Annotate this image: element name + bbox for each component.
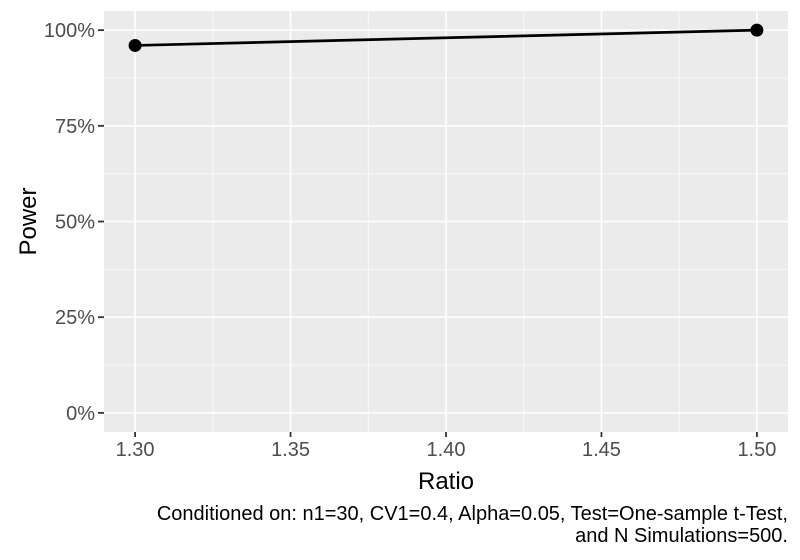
- caption-line-1: Conditioned on: n1=30, CV1=0.4, Alpha=0.…: [156, 503, 788, 525]
- y-axis-title: Power: [15, 187, 42, 255]
- chart-caption: Conditioned on: n1=30, CV1=0.4, Alpha=0.…: [0, 503, 788, 547]
- x-axis-title: Ratio: [418, 468, 474, 495]
- x-tick-label: 1.45: [582, 439, 621, 461]
- y-tick-label: 25%: [55, 307, 95, 329]
- y-tick-label: 50%: [55, 212, 95, 234]
- x-tick-label: 1.30: [116, 439, 155, 461]
- x-tick-label: 1.35: [271, 439, 310, 461]
- x-tick-label: 1.50: [737, 439, 776, 461]
- x-tick-label: 1.40: [427, 439, 466, 461]
- y-tick-label: 0%: [66, 403, 95, 425]
- data-point: [750, 23, 764, 37]
- data-point: [128, 38, 142, 52]
- y-tick-label: 100%: [44, 20, 95, 42]
- y-tick-label: 75%: [55, 116, 95, 138]
- series-line: [135, 28, 757, 47]
- caption-line-2: and N Simulations=500.: [575, 525, 788, 547]
- line-chart: 1.30 1.35 1.40 1.45 1.50 0% 25% 50% 75% 100% Ratio…: [15, 11, 788, 495]
